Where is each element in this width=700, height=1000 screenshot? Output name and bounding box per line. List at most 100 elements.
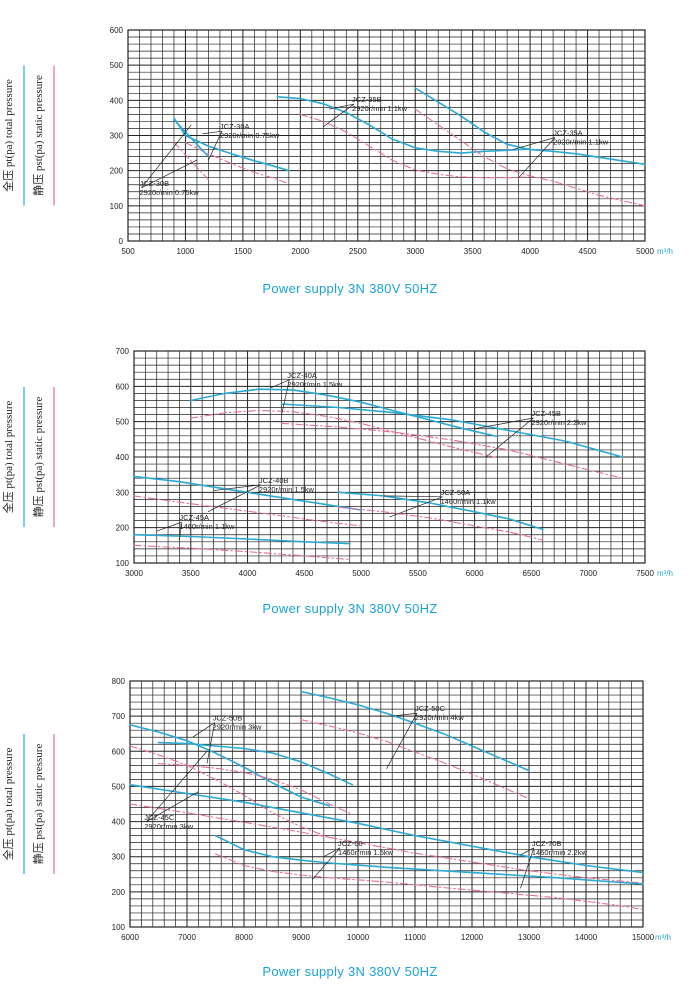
annotation-spec: 2920r/min 1.5kw (287, 380, 343, 389)
grid (127, 29, 646, 242)
y-label-total: 全压 pt(pa) total pressure (1, 748, 15, 861)
annotation-spec: 2920r/min 1.5kw (259, 485, 315, 494)
total-pressure-curve-0 (173, 117, 290, 172)
x-tick-label: 3500 (464, 247, 482, 256)
leader-line (383, 495, 443, 498)
x-tick-label: 7500 (636, 569, 654, 578)
fan-performance-chart-3: 6000 7000 8000 9000 10000 11000 12000 13000 1400… (1, 677, 671, 942)
leader-line (389, 496, 443, 518)
y-tick-label: 200 (110, 167, 124, 176)
y-tick-label: 500 (116, 418, 130, 427)
leader-line (141, 159, 198, 189)
static-pressure-curve-5 (299, 113, 531, 179)
x-unit-label: m³/h (657, 247, 673, 256)
annotation-model: JCZ-50C (415, 704, 446, 713)
x-unit-label: m³/h (657, 569, 673, 578)
leader-line (202, 130, 222, 135)
x-tick-label: 15000 (632, 933, 655, 942)
static-pressure-curve-1 (129, 745, 331, 838)
leader-line (179, 522, 182, 541)
total-pressure-curve-0 (129, 724, 331, 807)
y-tick-label: 400 (116, 453, 130, 462)
y-label-static: 静压 pst(pa) static pressure (31, 75, 45, 196)
annotation-model: JCZ-50B (213, 714, 243, 723)
y-tick-label: 200 (116, 524, 130, 533)
y-tick-label: 300 (110, 132, 124, 141)
x-unit-label: m³/h (655, 933, 671, 942)
y-axis-legend: 全压 pt(pa) total pressure 静压 pst(pa) stati… (1, 734, 55, 874)
total-pressure-curve-0 (190, 388, 499, 438)
y-tick-label: 0 (119, 237, 124, 246)
leader-line (312, 847, 341, 880)
annotation-model: JCZ-30A (220, 122, 250, 131)
annotation-spec: 2920r/min 0.75kw (220, 131, 280, 140)
y-tick-label: 200 (112, 888, 126, 897)
leader-line (206, 722, 215, 764)
x-tick-label: 12000 (461, 933, 484, 942)
annotation-model: JCZ-40A (287, 371, 317, 380)
x-tick-label: 5500 (409, 569, 427, 578)
x-tick-label: 500 (121, 247, 135, 256)
y-axis-legend: 全压 pt(pa) total pressure 静压 pst(pa) stati… (1, 65, 55, 206)
static-pressure-curve-3 (157, 763, 353, 816)
annotation-spec: 2920r/min 2.2kw (531, 418, 587, 427)
x-tick-label: 13000 (518, 933, 541, 942)
y-tick-label: 100 (110, 202, 124, 211)
y-tick-label: 800 (112, 677, 126, 686)
annotation-model: JCZ-45A (179, 513, 209, 522)
fan-performance-chart-1: 500 1000 1500 2000 2500 3000 3500 4000 4500 5000 0… (1, 26, 673, 256)
annotation-model: JCZ-60 (338, 839, 363, 848)
y-tick-label: 400 (110, 96, 124, 105)
total-pressure-curve-2 (280, 403, 624, 458)
y-label-total: 全压 pt(pa) total pressure (1, 79, 15, 192)
leader-line (145, 751, 208, 823)
total-pressure-curve-2 (157, 741, 354, 786)
total-pressure-curve-2 (173, 118, 210, 158)
leader-line (386, 713, 418, 770)
y-tick-label: 100 (112, 923, 126, 932)
x-tick-label: 6500 (523, 569, 541, 578)
annotation-model: JCZ-50A (441, 488, 471, 497)
x-tick-label: 6000 (466, 569, 484, 578)
annotation-spec: 2920r/min 1.1kw (352, 104, 408, 113)
x-tick-label: 3000 (406, 247, 424, 256)
total-pressure-curve-6 (129, 783, 644, 874)
y-label-static: 静压 pst(pa) static pressure (31, 744, 45, 865)
static-pressure-curve-7 (414, 108, 646, 207)
annotation-model: JCZ-30B (139, 179, 169, 188)
leader-line (141, 124, 192, 189)
annotation-spec: 1460r/min 1.5kw (338, 848, 394, 857)
leader-line (213, 484, 261, 491)
total-pressure-curve-6 (414, 87, 646, 166)
leader-line (518, 137, 556, 178)
annotation-spec: 2920r/min 4kw (415, 713, 464, 722)
x-tick-label: 10000 (347, 933, 370, 942)
leader-line (146, 791, 199, 823)
leader-line (270, 379, 290, 389)
annotation-spec: 2920r/min 1.1kw (553, 138, 609, 147)
x-tick-label: 7000 (178, 933, 196, 942)
x-tick-label: 5000 (352, 569, 370, 578)
leader-line (156, 521, 182, 532)
y-tick-label: 100 (116, 559, 130, 568)
annotation-model: JCZ-35B (352, 95, 382, 104)
x-tick-label: 7000 (579, 569, 597, 578)
x-tick-label: 1500 (234, 247, 252, 256)
plot-frame (129, 680, 644, 928)
grid (133, 350, 646, 564)
x-tick-label: 5000 (636, 247, 654, 256)
static-pressure-curve-9 (133, 544, 351, 561)
leader-line (208, 131, 223, 161)
total-pressure-curve-6 (337, 491, 544, 531)
